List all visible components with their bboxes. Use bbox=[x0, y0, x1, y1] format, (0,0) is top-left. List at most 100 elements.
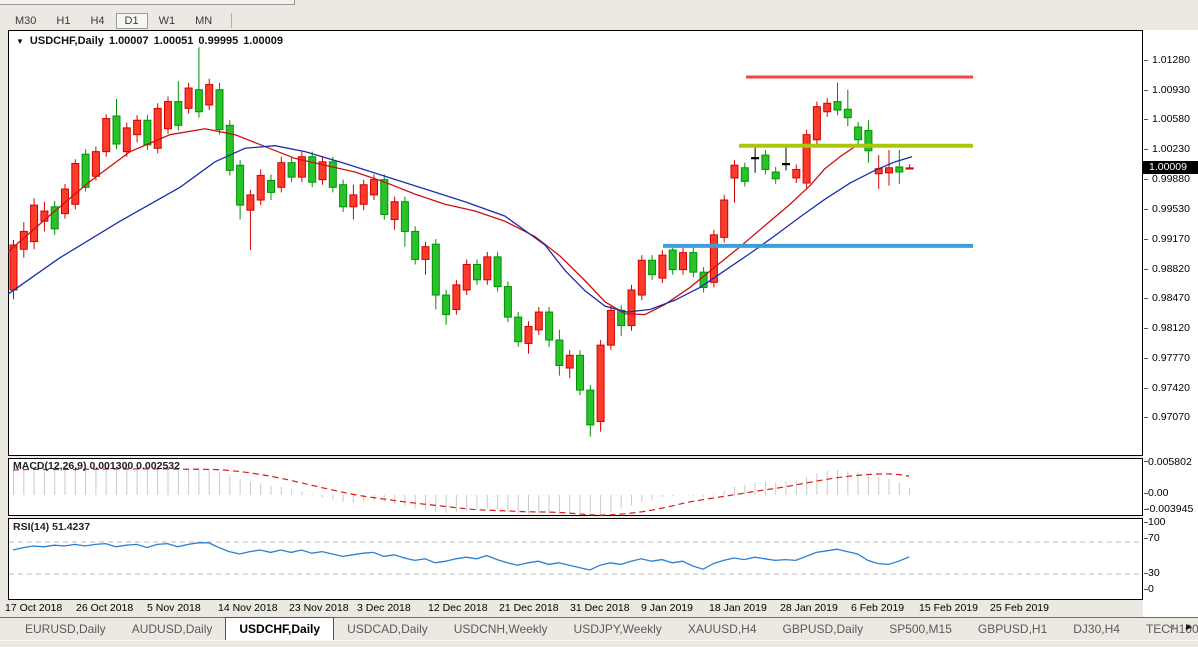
rsi-axis-label: 30 bbox=[1148, 567, 1160, 579]
price-axis-column[interactable] bbox=[1143, 30, 1198, 617]
rsi-axis-label: 0 bbox=[1148, 583, 1154, 595]
status-strip bbox=[0, 640, 1198, 647]
date-axis-label: 28 Jan 2019 bbox=[780, 602, 838, 614]
price-axis-label: 0.99530 bbox=[1152, 202, 1190, 215]
axis-tick bbox=[1144, 573, 1148, 574]
timeframe-button-w1[interactable]: W1 bbox=[158, 14, 176, 27]
tab-scroll-arrows: ◄ ► bbox=[1166, 620, 1194, 636]
price-axis-label: 0.99170 bbox=[1152, 233, 1190, 246]
date-axis-label: 6 Feb 2019 bbox=[851, 602, 905, 614]
macd-signal-value: 0.002532 bbox=[136, 460, 180, 472]
macd-axis-label: 0.00 bbox=[1148, 487, 1169, 499]
price-axis-label: 0.97770 bbox=[1152, 351, 1190, 364]
rsi-axis-label: 70 bbox=[1148, 532, 1160, 544]
timeframe-button-m30[interactable]: M30 bbox=[15, 14, 37, 27]
axis-tick bbox=[1144, 239, 1148, 241]
axis-tick bbox=[1144, 89, 1148, 91]
axis-tick bbox=[1144, 589, 1148, 590]
date-axis-label: 3 Dec 2018 bbox=[357, 602, 411, 614]
date-axis-label: 18 Jan 2019 bbox=[709, 602, 767, 614]
axis-tick bbox=[1144, 387, 1148, 389]
ohlc-high: 1.00051 bbox=[153, 35, 194, 47]
tab-scroll-left-icon[interactable]: ◄ bbox=[1166, 622, 1177, 633]
chart-title: ▼ USDCHF,Daily 1.00007 1.00051 0.99995 1.0000… bbox=[16, 35, 283, 47]
axis-tick bbox=[1144, 493, 1148, 494]
price-axis-label: 1.00230 bbox=[1152, 143, 1190, 156]
axis-tick bbox=[1144, 461, 1148, 462]
date-axis-label: 9 Jan 2019 bbox=[641, 602, 693, 614]
tab-xauusd[interactable]: XAUUSD,H4 bbox=[687, 622, 757, 636]
timeframe-toolbar: M30 H1 H4 D1 W1 MN bbox=[0, 11, 1198, 30]
ohlc-low: 0.99995 bbox=[198, 35, 239, 47]
axis-tick bbox=[1144, 522, 1148, 523]
timeframe-button-mn[interactable]: MN bbox=[195, 14, 213, 27]
axis-tick bbox=[1144, 149, 1148, 151]
price-axis-label: 0.97070 bbox=[1152, 411, 1190, 424]
tab-usdcnh[interactable]: USDCNH,Weekly bbox=[453, 622, 548, 636]
tab-usdcad[interactable]: USDCAD,Daily bbox=[347, 622, 428, 636]
tab-audusd[interactable]: AUDUSD,Daily bbox=[131, 622, 213, 636]
axis-tick bbox=[1144, 208, 1148, 210]
axis-tick bbox=[1144, 417, 1148, 419]
rsi-value: 51.4237 bbox=[52, 521, 91, 533]
axis-tick bbox=[1144, 178, 1148, 180]
date-axis-label: 21 Dec 2018 bbox=[499, 602, 559, 614]
top-strip bbox=[0, 0, 1198, 11]
axis-tick bbox=[1144, 328, 1148, 330]
date-axis-label: 17 Oct 2018 bbox=[5, 602, 63, 614]
price-axis-label: 0.97420 bbox=[1152, 381, 1190, 394]
chart-dropdown-icon[interactable]: ▼ bbox=[16, 37, 24, 46]
price-axis-label: 1.00580 bbox=[1152, 113, 1190, 126]
rsi-indicator-label: RSI(14) 51.4237 bbox=[13, 521, 90, 533]
date-axis-label: 12 Dec 2018 bbox=[428, 602, 488, 614]
axis-tick bbox=[1144, 538, 1148, 539]
toolbar-edge-box bbox=[0, 0, 295, 5]
tab-sp500[interactable]: SP500,M15 bbox=[889, 622, 952, 636]
tab-dj30[interactable]: DJ30,H4 bbox=[1073, 622, 1120, 636]
macd-name: MACD(12,26,9) bbox=[13, 460, 87, 472]
axis-tick bbox=[1144, 119, 1148, 121]
price-axis-label: 0.98470 bbox=[1152, 292, 1190, 305]
timeframe-button-h4[interactable]: H4 bbox=[90, 14, 105, 27]
date-axis-label: 23 Nov 2018 bbox=[289, 602, 349, 614]
tab-gbpusd[interactable]: GBPUSD,Daily bbox=[782, 622, 864, 636]
toolbar-separator bbox=[231, 13, 233, 28]
axis-tick bbox=[1144, 357, 1148, 359]
date-axis-label: 26 Oct 2018 bbox=[76, 602, 134, 614]
date-axis-label: 15 Feb 2019 bbox=[919, 602, 978, 614]
main-chart-panel[interactable] bbox=[8, 30, 1143, 456]
price-axis-label: 1.01280 bbox=[1152, 54, 1190, 66]
ohlc-close: 1.00009 bbox=[243, 35, 283, 47]
macd-main-value: 0.001300 bbox=[89, 460, 134, 472]
tab-eurusd[interactable]: EURUSD,Daily bbox=[25, 622, 106, 636]
axis-tick bbox=[1144, 509, 1148, 510]
chart-symbol-label: USDCHF,Daily bbox=[29, 35, 104, 47]
rsi-axis-label: 100 bbox=[1148, 516, 1166, 528]
date-axis-label: 5 Nov 2018 bbox=[147, 602, 201, 614]
tab-tech100[interactable]: TECH100,H bbox=[1145, 622, 1198, 636]
axis-tick bbox=[1144, 60, 1148, 61]
rsi-name: RSI(14) bbox=[13, 521, 50, 533]
macd-axis-label: 0.005802 bbox=[1148, 456, 1192, 468]
ohlc-open: 1.00007 bbox=[108, 35, 149, 47]
tab-usdjpy[interactable]: USDJPY,Weekly bbox=[573, 622, 662, 636]
date-axis-label: 14 Nov 2018 bbox=[218, 602, 278, 614]
price-axis-label: 0.98820 bbox=[1152, 262, 1190, 275]
axis-tick bbox=[1144, 268, 1148, 270]
current-price-marker: 1.00009 bbox=[1143, 161, 1198, 175]
axis-tick bbox=[1144, 298, 1148, 300]
rsi-panel[interactable] bbox=[8, 518, 1143, 600]
timeframe-button-h1[interactable]: H1 bbox=[56, 14, 71, 27]
symbol-tabbar: EURUSD,Daily AUDUSD,Daily USDCHF,Daily USDC… bbox=[0, 617, 1198, 640]
tab-gbpusd[interactable]: GBPUSD,H1 bbox=[977, 622, 1048, 636]
price-axis-label: 0.98120 bbox=[1152, 322, 1190, 335]
tab-usdchf[interactable]: USDCHF,Daily bbox=[225, 617, 335, 640]
timeframe-button-d1[interactable]: D1 bbox=[115, 12, 148, 29]
tab-scroll-right-icon[interactable]: ► bbox=[1184, 622, 1194, 633]
macd-indicator-label: MACD(12,26,9) 0.001300 0.002532 bbox=[13, 460, 180, 472]
price-axis-label: 1.00930 bbox=[1152, 83, 1190, 96]
price-axis-label: 0.99880 bbox=[1152, 172, 1190, 185]
date-axis-label: 25 Feb 2019 bbox=[990, 602, 1049, 614]
date-axis-label: 31 Dec 2018 bbox=[570, 602, 630, 614]
macd-axis-label: -0.003945 bbox=[1146, 503, 1194, 515]
